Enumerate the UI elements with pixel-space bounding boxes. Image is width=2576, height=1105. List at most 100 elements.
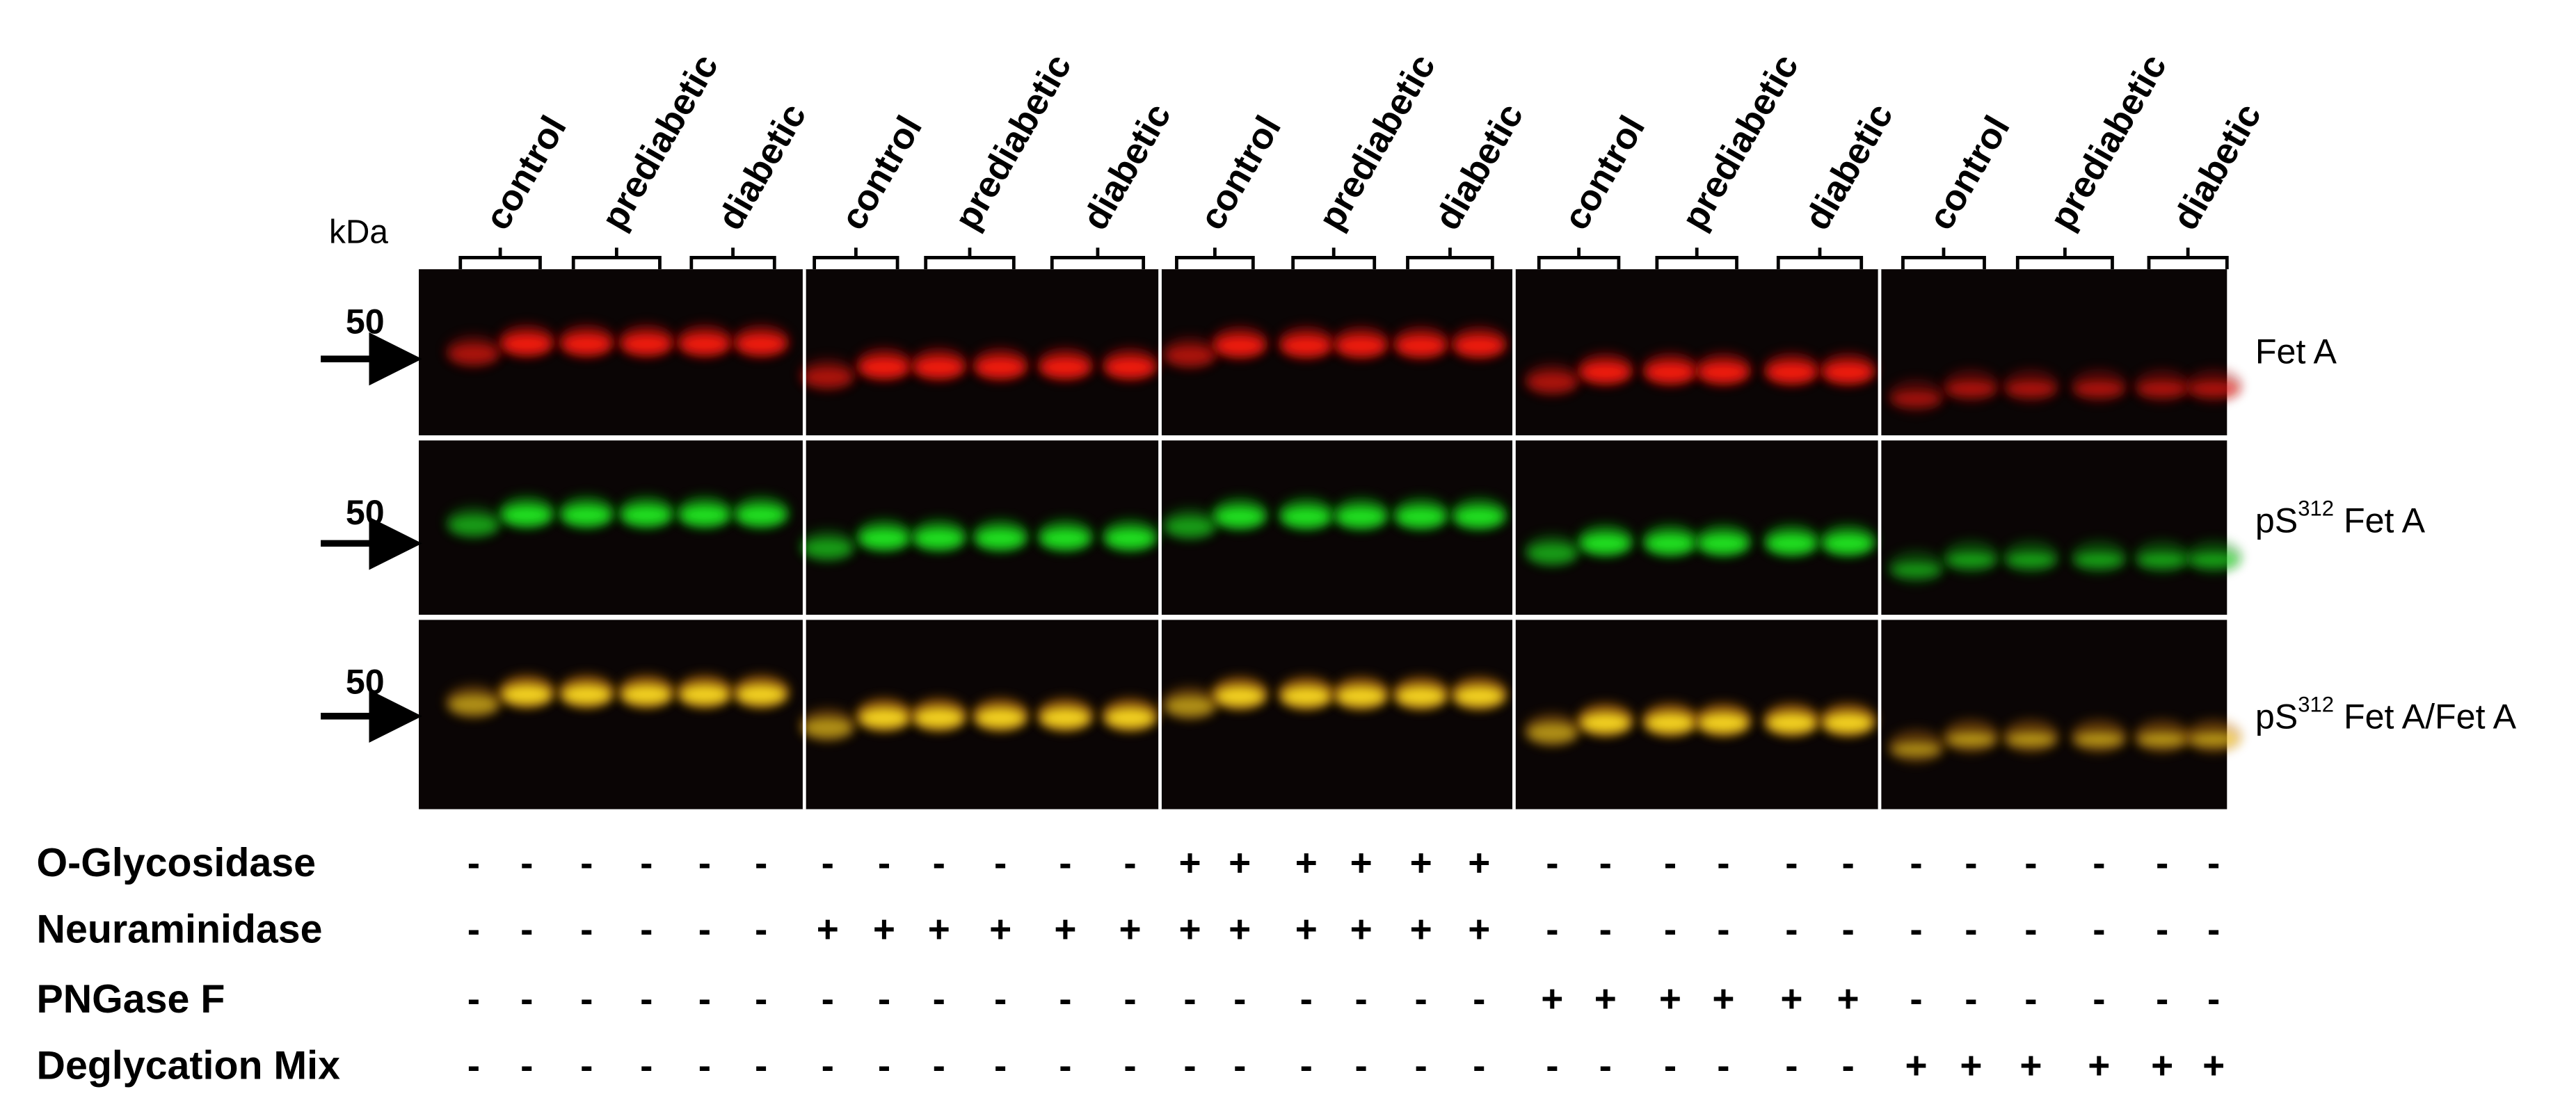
band [1040, 528, 1091, 549]
band [1527, 723, 1578, 743]
band [802, 538, 853, 558]
blot-row [419, 440, 2227, 615]
band [1215, 335, 1265, 356]
band [1645, 362, 1695, 382]
band [1766, 533, 1817, 554]
treatment-sign: - [1546, 841, 1558, 884]
band [802, 718, 853, 738]
treatment-sign: - [1717, 908, 1729, 951]
group-bracket [1776, 248, 1864, 270]
treatment-sign: + [1295, 841, 1318, 884]
band [1454, 686, 1505, 707]
treatment-sign: - [467, 977, 480, 1020]
row-label: pS312 Fet A/Fet A [2255, 693, 2517, 736]
group-label: diabetic [2165, 97, 2269, 236]
group-label: prediabetic [2042, 47, 2175, 236]
group-label: control [1921, 109, 2018, 237]
treatment-sign: - [755, 977, 767, 1020]
treatment-sign: + [2088, 1044, 2110, 1087]
band [1281, 686, 1331, 707]
treatment-sign: - [467, 841, 480, 884]
treatment-sign: + [1594, 977, 1617, 1020]
row-label: Fet A [2255, 332, 2337, 371]
treatment-sign: - [1354, 1044, 1367, 1087]
band [1645, 533, 1695, 554]
treatment-sign: + [1837, 977, 1859, 1020]
treatment-sign: - [698, 908, 711, 951]
treatment-sign: - [1183, 977, 1196, 1020]
band [1215, 686, 1265, 707]
treatment-sign: + [1659, 977, 1681, 1020]
band [859, 528, 909, 549]
band [1946, 732, 1997, 746]
treatment-sign: - [2093, 841, 2105, 884]
band [1891, 563, 1942, 577]
treatment-sign: - [2024, 908, 2037, 951]
treatment-sign: + [1468, 908, 1490, 951]
treatment-sign: + [1350, 841, 1373, 884]
band [913, 707, 964, 728]
band [736, 334, 787, 355]
band [1215, 506, 1265, 527]
treatment-sign: - [1664, 1044, 1677, 1087]
band [1527, 543, 1578, 564]
treatment-sign: + [2202, 1044, 2225, 1087]
band [449, 515, 499, 535]
band [1105, 357, 1155, 378]
group-label: prediabetic [1674, 47, 1807, 236]
treatment-sign: - [933, 841, 945, 884]
treatment-sign: - [2156, 977, 2168, 1020]
band [561, 334, 612, 355]
treatment-sign: - [1300, 977, 1313, 1020]
band [2137, 732, 2187, 746]
treatment-sign: + [1780, 977, 1802, 1020]
group-label: control [1192, 109, 1289, 237]
treatment-sign: - [1841, 908, 1854, 951]
treatment-sign: + [1468, 841, 1490, 884]
group-bracket [1175, 248, 1255, 270]
band [1165, 517, 1215, 537]
band [1698, 713, 1749, 733]
band [621, 334, 672, 355]
blot [419, 269, 2242, 809]
treatment-sign: - [698, 977, 711, 1020]
band [1698, 533, 1749, 554]
treatment-sign: - [580, 908, 593, 951]
treatment-sign: - [698, 1044, 711, 1087]
band [561, 684, 612, 705]
group-label: prediabetic [947, 47, 1080, 236]
treatment-sign: - [1841, 1044, 1854, 1087]
treatment-sign: - [1414, 977, 1427, 1020]
treatment-sign: + [1054, 908, 1076, 951]
group-bracket [689, 248, 776, 270]
band [1527, 372, 1578, 392]
treatment-sign: - [467, 1044, 480, 1087]
kda-label: kDa [329, 214, 388, 251]
group-bracket [1291, 248, 1377, 270]
treatment-sign: - [1599, 908, 1612, 951]
treatment-sign: - [580, 977, 593, 1020]
group-bracket [1537, 248, 1621, 270]
treatment-sign: - [1473, 977, 1485, 1020]
band [1395, 686, 1446, 707]
group-label: control [833, 109, 930, 237]
treatment-name: O-Glycosidase [37, 841, 316, 885]
treatment-sign: + [1295, 908, 1318, 951]
group-bracket [924, 248, 1016, 270]
treatment-sign: + [1179, 908, 1201, 951]
treatment-sign: - [1183, 1044, 1196, 1087]
row-label-prefix: pS [2255, 501, 2298, 540]
treatment-sign: - [822, 1044, 834, 1087]
band [975, 707, 1026, 728]
row-label-sup: 312 [2298, 693, 2334, 717]
treatment-sign: - [1123, 841, 1136, 884]
treatment-sign: + [928, 908, 950, 951]
band [1766, 362, 1817, 382]
band [2189, 553, 2239, 567]
treatment-sign: + [1410, 841, 1432, 884]
band [736, 684, 787, 705]
treatment-sign: - [2156, 841, 2168, 884]
treatment-sign: - [2024, 977, 2037, 1020]
band [2006, 732, 2056, 746]
band [1040, 357, 1091, 378]
